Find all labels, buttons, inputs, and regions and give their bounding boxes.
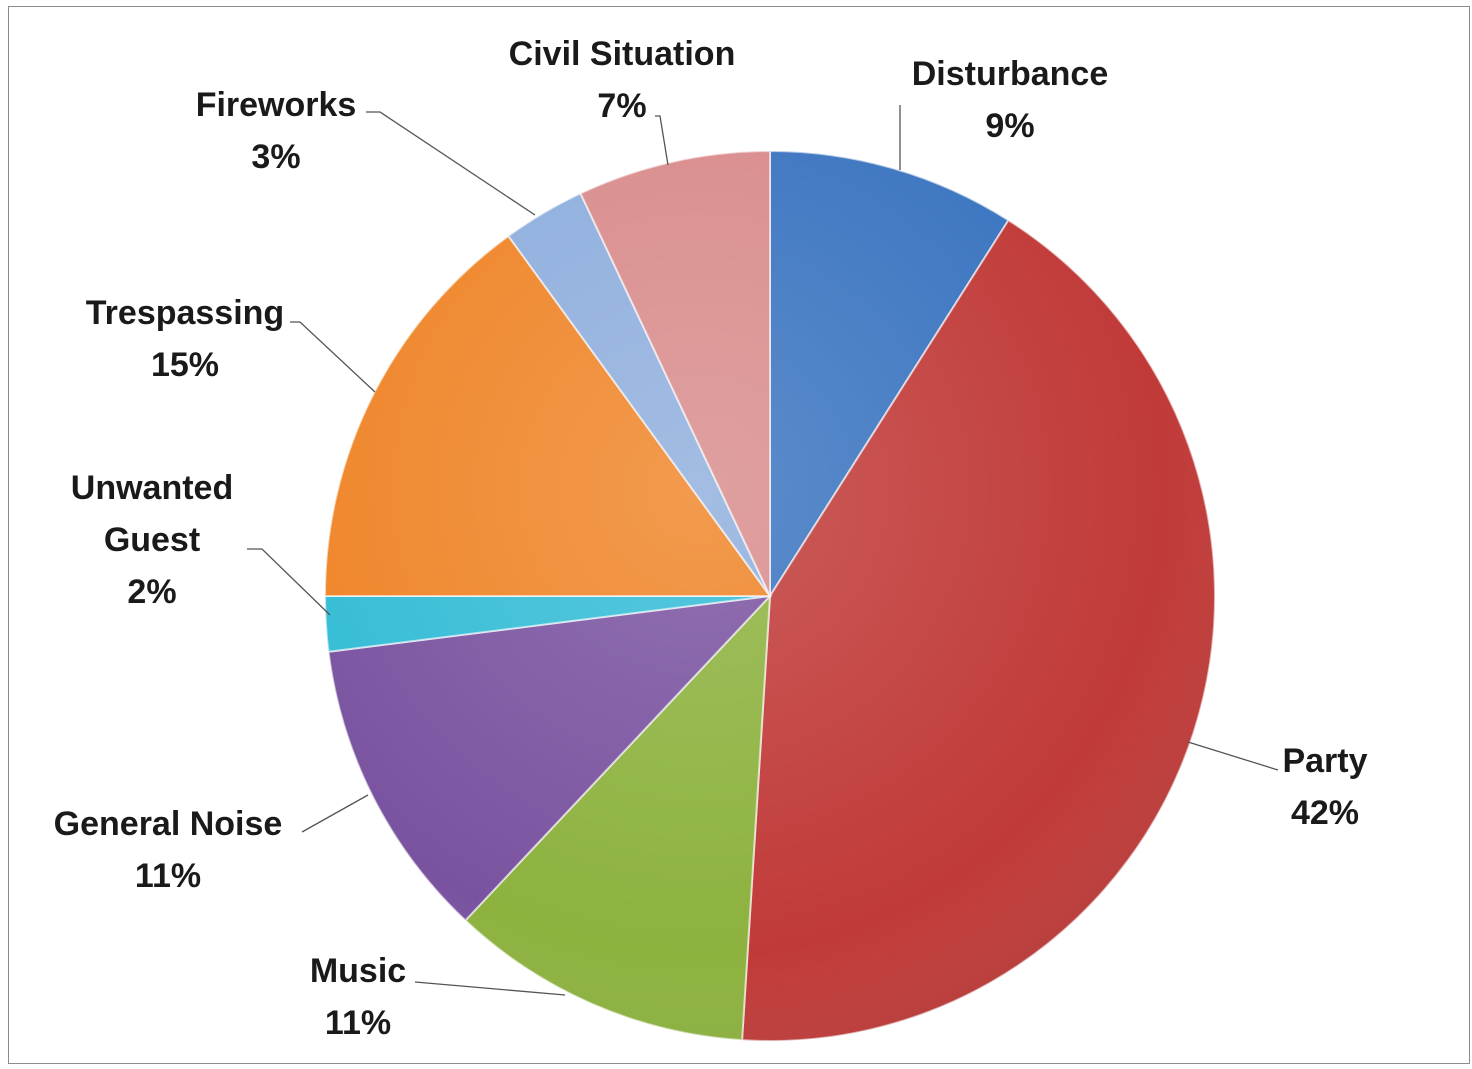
value-label-fireworks: 3% [251,138,300,176]
value-label-disturbance: 9% [985,107,1034,145]
value-label-general-noise: 11% [135,857,201,895]
category-label-trespassing: Trespassing [86,294,284,332]
label-civil-situation: Civil Situation 7% [509,35,736,125]
value-label-trespassing: 15% [151,346,219,384]
leader-line-fireworks [366,111,536,216]
leader-line-trespassing [290,321,376,393]
category-label-fireworks: Fireworks [196,86,357,124]
leader-line-music [414,981,566,996]
value-label-unwanted-guest: 2% [127,573,176,611]
slice-labels: Disturbance 9%Party 42%Music 11%General Noi… [54,35,1368,1042]
leader-lines [247,105,1279,996]
leader-line-general-noise [301,794,369,833]
category-label-civil-situation: Civil Situation [509,35,736,73]
category-label-disturbance: Disturbance [912,55,1109,93]
label-party: Party 42% [1282,742,1367,832]
label-fireworks: Fireworks 3% [196,86,357,176]
category-label-unwanted-guest: Unwanted [71,469,233,507]
label-disturbance: Disturbance 9% [912,55,1109,145]
label-general-noise: General Noise 11% [54,805,283,895]
category-label-music: Music [310,952,406,990]
value-label-civil-situation: 7% [597,87,646,125]
category-label-general-noise: General Noise [54,805,283,843]
label-trespassing: Trespassing 15% [86,294,284,384]
value-label-music: 11% [325,1004,391,1042]
leader-line-civil-situation [655,115,669,166]
label-unwanted-guest: Unwanted Guest 2% [71,469,233,611]
label-music: Music 11% [310,952,406,1042]
pie-slices [323,149,1216,1042]
value-label-party: 42% [1291,794,1359,832]
category-label-party: Party [1282,742,1367,780]
category-label-unwanted-guest: Guest [104,521,200,559]
leader-line-party [1187,741,1279,771]
leader-line-unwanted-guest [247,548,331,616]
